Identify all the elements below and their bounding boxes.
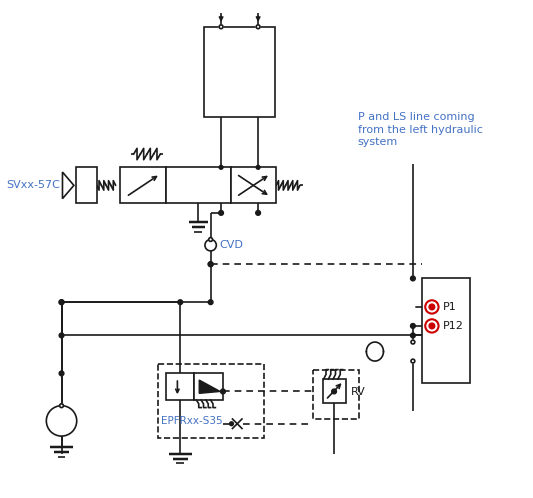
Bar (204, 27, 275, 117)
Circle shape (59, 300, 64, 305)
Bar (231, 167, 276, 203)
Circle shape (178, 300, 183, 305)
Text: P and LS line coming: P and LS line coming (358, 112, 474, 122)
Text: P12: P12 (443, 321, 464, 331)
Bar (322, 379, 346, 403)
Circle shape (410, 276, 415, 281)
Circle shape (209, 238, 213, 242)
Text: from the left hydraulic: from the left hydraulic (358, 124, 483, 134)
Text: RV: RV (351, 387, 366, 397)
Circle shape (208, 262, 213, 266)
Bar (313, 370, 359, 419)
Circle shape (59, 371, 64, 376)
Circle shape (219, 25, 223, 29)
Circle shape (60, 404, 63, 407)
Circle shape (332, 389, 336, 394)
Circle shape (256, 25, 260, 29)
Circle shape (425, 300, 439, 314)
Circle shape (59, 333, 64, 338)
Circle shape (410, 324, 415, 328)
Polygon shape (199, 380, 220, 393)
Circle shape (205, 240, 216, 251)
Text: SVxx-57C: SVxx-57C (7, 180, 61, 190)
Bar (166, 374, 195, 400)
Bar (76, 167, 96, 203)
Bar (158, 364, 264, 438)
Circle shape (230, 422, 233, 426)
Circle shape (221, 389, 225, 394)
Circle shape (219, 165, 223, 169)
Circle shape (256, 165, 260, 169)
Circle shape (411, 359, 415, 363)
Circle shape (429, 323, 435, 329)
Circle shape (208, 262, 213, 266)
Polygon shape (62, 172, 74, 199)
Text: system: system (358, 137, 398, 147)
Circle shape (411, 340, 415, 344)
Circle shape (410, 333, 415, 338)
Text: EPFRxx-S35: EPFRxx-S35 (161, 416, 223, 426)
Bar (166, 167, 231, 203)
Circle shape (429, 304, 435, 310)
Bar (422, 278, 470, 383)
Bar (195, 374, 223, 400)
Circle shape (425, 319, 439, 333)
Text: P1: P1 (443, 302, 457, 312)
Circle shape (256, 211, 261, 215)
Circle shape (59, 300, 64, 305)
Circle shape (219, 211, 223, 215)
Bar (120, 167, 166, 203)
Text: CVD: CVD (219, 240, 243, 250)
Circle shape (208, 300, 213, 305)
Circle shape (46, 406, 77, 436)
